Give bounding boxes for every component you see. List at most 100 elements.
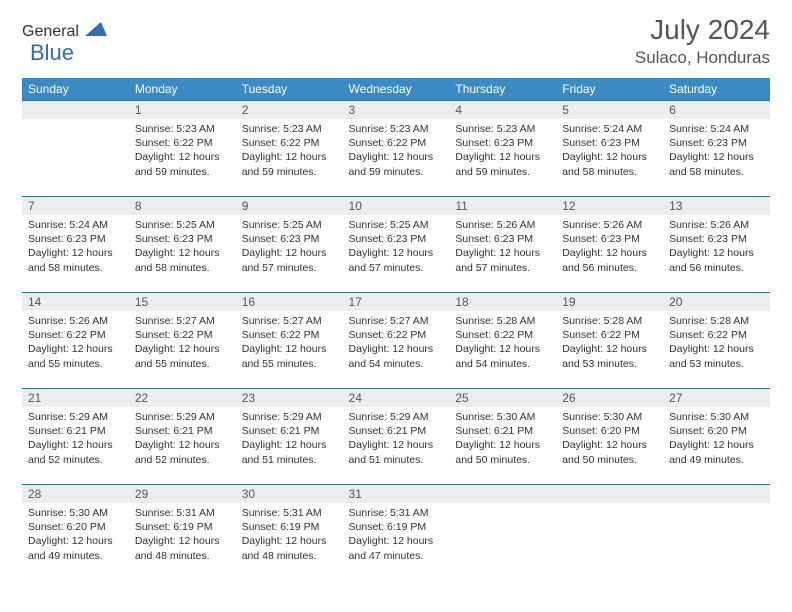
day-number: 22 (129, 389, 236, 408)
sunrise-label: Sunrise: 5:29 AM (349, 411, 429, 423)
day-number: 28 (22, 485, 129, 504)
sunrise-label: Sunrise: 5:31 AM (135, 507, 215, 519)
day-number: 18 (449, 293, 556, 312)
sunset-label: Sunset: 6:22 PM (349, 329, 427, 341)
location-label: Sulaco, Honduras (635, 48, 770, 68)
daylight-label: Daylight: 12 hours and 55 minutes. (28, 343, 113, 369)
day-cell (556, 503, 663, 580)
daylight-label: Daylight: 12 hours and 47 minutes. (349, 535, 434, 561)
day-number: 30 (236, 485, 343, 504)
sunset-label: Sunset: 6:22 PM (562, 329, 640, 341)
day-number: 9 (236, 197, 343, 216)
sunset-label: Sunset: 6:22 PM (669, 329, 747, 341)
sunrise-label: Sunrise: 5:25 AM (242, 219, 322, 231)
sunset-label: Sunset: 6:20 PM (28, 521, 106, 533)
weekday-header: Thursday (449, 78, 556, 101)
daylight-label: Daylight: 12 hours and 59 minutes. (349, 151, 434, 177)
sunset-label: Sunset: 6:23 PM (455, 137, 533, 149)
day-cell: Sunrise: 5:29 AMSunset: 6:21 PMDaylight:… (129, 407, 236, 485)
day-number-row: 78910111213 (22, 197, 770, 216)
day-number: 20 (663, 293, 770, 312)
weekday-header: Monday (129, 78, 236, 101)
sunrise-label: Sunrise: 5:30 AM (455, 411, 535, 423)
day-number-row: 21222324252627 (22, 389, 770, 408)
day-cell: Sunrise: 5:31 AMSunset: 6:19 PMDaylight:… (343, 503, 450, 580)
day-number: 24 (343, 389, 450, 408)
day-cell: Sunrise: 5:27 AMSunset: 6:22 PMDaylight:… (236, 311, 343, 389)
day-number (22, 101, 129, 120)
sunset-label: Sunset: 6:23 PM (455, 233, 533, 245)
day-number: 7 (22, 197, 129, 216)
day-cell: Sunrise: 5:25 AMSunset: 6:23 PMDaylight:… (343, 215, 450, 293)
daylight-label: Daylight: 12 hours and 52 minutes. (135, 439, 220, 465)
day-cell (663, 503, 770, 580)
sunset-label: Sunset: 6:23 PM (669, 137, 747, 149)
day-content-row: Sunrise: 5:23 AM Sunset: 6:22 PM Daylight:… (22, 119, 770, 197)
sunrise-label: Sunrise: 5:23 AM (455, 123, 535, 135)
day-number: 23 (236, 389, 343, 408)
sunset-label: Sunset: 6:22 PM (135, 137, 213, 149)
daylight-label: Daylight: 12 hours and 51 minutes. (349, 439, 434, 465)
sunrise-label: Sunrise: 5:30 AM (669, 411, 749, 423)
sunrise-label: Sunrise: 5:30 AM (28, 507, 108, 519)
day-content-row: Sunrise: 5:29 AM Sunset: 6:21 PM Daylight:… (22, 407, 770, 485)
day-cell: Sunrise: 5:23 AM Sunset: 6:22 PM Daylight:… (236, 119, 343, 197)
sunrise-label: Sunrise: 5:26 AM (562, 219, 642, 231)
daylight-label: Daylight: 12 hours and 53 minutes. (669, 343, 754, 369)
day-number: 2 (236, 101, 343, 120)
daylight-label: Daylight: 12 hours and 48 minutes. (242, 535, 327, 561)
sunrise-label: Sunrise: 5:26 AM (28, 315, 108, 327)
daylight-label: Daylight: 12 hours and 56 minutes. (562, 247, 647, 273)
day-number: 14 (22, 293, 129, 312)
sunset-label: Sunset: 6:23 PM (562, 137, 640, 149)
sunrise-label: Sunrise: 5:23 AM (242, 123, 322, 135)
daylight-label: Daylight: 12 hours and 48 minutes. (135, 535, 220, 561)
weekday-header: Sunday (22, 78, 129, 101)
page-header: General July 2024 Sulaco, Honduras (22, 14, 770, 68)
day-number: 13 (663, 197, 770, 216)
sunrise-label: Sunrise: 5:25 AM (349, 219, 429, 231)
day-number: 1 (129, 101, 236, 120)
day-cell: Sunrise: 5:26 AMSunset: 6:22 PMDaylight:… (22, 311, 129, 389)
day-cell: Sunrise: 5:23 AMSunset: 6:22 PMDaylight:… (343, 119, 450, 197)
sunset-label: Sunset: 6:22 PM (242, 137, 320, 149)
sunset-label: Sunset: 6:23 PM (135, 233, 213, 245)
daylight-label: Daylight: 12 hours and 53 minutes. (562, 343, 647, 369)
weekday-header: Friday (556, 78, 663, 101)
brand-part-1: General (22, 23, 79, 41)
day-number: 5 (556, 101, 663, 120)
calendar-table: Sunday Monday Tuesday Wednesday Thursday… (22, 78, 770, 580)
sunset-label: Sunset: 6:21 PM (455, 425, 533, 437)
sunrise-label: Sunrise: 5:29 AM (242, 411, 322, 423)
daylight-label: Daylight: 12 hours and 50 minutes. (455, 439, 540, 465)
sunset-label: Sunset: 6:19 PM (242, 521, 320, 533)
daylight-label: Daylight: 12 hours and 57 minutes. (455, 247, 540, 273)
day-content-row: Sunrise: 5:30 AM Sunset: 6:20 PM Daylight:… (22, 503, 770, 580)
day-cell: Sunrise: 5:31 AM Sunset: 6:19 PM Daylight:… (236, 503, 343, 580)
brand-triangle-icon (85, 20, 107, 41)
day-cell: Sunrise: 5:27 AMSunset: 6:22 PMDaylight:… (343, 311, 450, 389)
weekday-header: Wednesday (343, 78, 450, 101)
sunset-label: Sunset: 6:23 PM (28, 233, 106, 245)
day-cell: Sunrise: 5:30 AMSunset: 6:20 PMDaylight:… (556, 407, 663, 485)
day-cell: Sunrise: 5:26 AMSunset: 6:23 PMDaylight:… (449, 215, 556, 293)
day-number: 4 (449, 101, 556, 120)
sunrise-label: Sunrise: 5:29 AM (135, 411, 215, 423)
day-number-row: 14151617181920 (22, 293, 770, 312)
weekday-header: Saturday (663, 78, 770, 101)
daylight-label: Daylight: 12 hours and 58 minutes. (135, 247, 220, 273)
sunset-label: Sunset: 6:21 PM (28, 425, 106, 437)
day-number: 3 (343, 101, 450, 120)
sunrise-label: Sunrise: 5:24 AM (562, 123, 642, 135)
day-number: 16 (236, 293, 343, 312)
day-number: 12 (556, 197, 663, 216)
day-content-row: Sunrise: 5:26 AM Sunset: 6:22 PM Daylight:… (22, 311, 770, 389)
sunset-label: Sunset: 6:23 PM (349, 233, 427, 245)
sunrise-label: Sunrise: 5:28 AM (669, 315, 749, 327)
sunset-label: Sunset: 6:23 PM (669, 233, 747, 245)
day-number: 29 (129, 485, 236, 504)
daylight-label: Daylight: 12 hours and 59 minutes. (242, 151, 327, 177)
daylight-label: Daylight: 12 hours and 54 minutes. (455, 343, 540, 369)
day-cell: Sunrise: 5:30 AMSunset: 6:20 PMDaylight:… (22, 503, 129, 580)
sunrise-label: Sunrise: 5:31 AM (242, 507, 322, 519)
